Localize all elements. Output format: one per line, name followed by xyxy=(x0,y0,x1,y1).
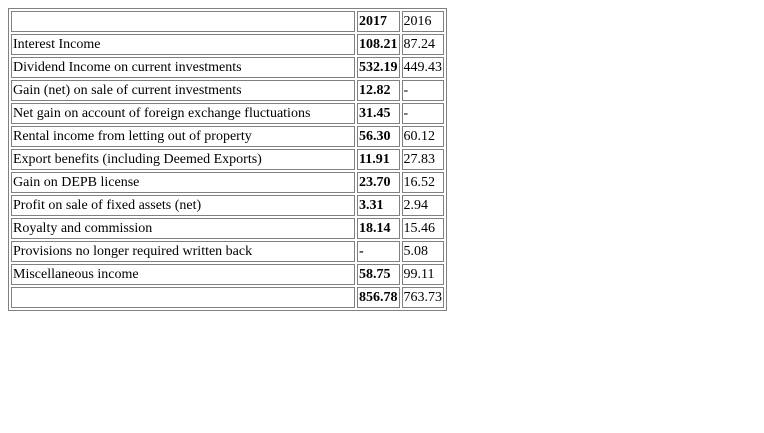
row-2016-value-cell: 87.24 xyxy=(401,34,444,55)
row-description-cell: Royalty and commission xyxy=(11,218,355,239)
row-description-cell: Profit on sale of fixed assets (net) xyxy=(11,195,355,216)
table-row: Export benefits (including Deemed Export… xyxy=(11,149,444,170)
other-income-table: 2017 2016 Interest Income 108.21 87.24 Divi… xyxy=(8,8,447,311)
row-2016-value-cell: 2.94 xyxy=(401,195,444,216)
table-row: Royalty and commission 18.14 15.46 xyxy=(11,218,444,239)
row-description-cell: Interest Income xyxy=(11,34,355,55)
header-2016-cell: 2016 xyxy=(401,11,444,32)
table-row: Net gain on account of foreign exchange … xyxy=(11,103,444,124)
row-description-cell: Gain on DEPB license xyxy=(11,172,355,193)
row-description-cell: Miscellaneous income xyxy=(11,264,355,285)
table-row: Rental income from letting out of proper… xyxy=(11,126,444,147)
table-body: 2017 2016 Interest Income 108.21 87.24 Divi… xyxy=(11,11,444,308)
row-description-cell: Provisions no longer required written ba… xyxy=(11,241,355,262)
header-row: 2017 2016 xyxy=(11,11,444,32)
header-2017-cell: 2017 xyxy=(357,11,400,32)
total-2017-value-cell: 856.78 xyxy=(357,287,400,308)
table-row: Gain on DEPB license 23.70 16.52 xyxy=(11,172,444,193)
table-row: Profit on sale of fixed assets (net) 3.31… xyxy=(11,195,444,216)
row-2016-value-cell: 449.43 xyxy=(401,57,444,78)
row-description-cell: Export benefits (including Deemed Export… xyxy=(11,149,355,170)
table-row: Miscellaneous income 58.75 99.11 xyxy=(11,264,444,285)
row-description-cell: Net gain on account of foreign exchange … xyxy=(11,103,355,124)
header-description-cell xyxy=(11,11,355,32)
row-2016-value-cell: - xyxy=(401,103,444,124)
row-2016-value-cell: 27.83 xyxy=(401,149,444,170)
table-row: Dividend Income on current investments 53… xyxy=(11,57,444,78)
row-2016-value-cell: 99.11 xyxy=(401,264,444,285)
total-row: 856.78 763.73 xyxy=(11,287,444,308)
table-row: Gain (net) on sale of current investment… xyxy=(11,80,444,101)
row-2017-value-cell: - xyxy=(357,241,400,262)
row-2017-value-cell: 56.30 xyxy=(357,126,400,147)
total-2016-value-cell: 763.73 xyxy=(401,287,444,308)
row-2017-value-cell: 23.70 xyxy=(357,172,400,193)
row-description-cell: Rental income from letting out of proper… xyxy=(11,126,355,147)
total-description-cell xyxy=(11,287,355,308)
row-2016-value-cell: 60.12 xyxy=(401,126,444,147)
row-2016-value-cell: - xyxy=(401,80,444,101)
row-2016-value-cell: 15.46 xyxy=(401,218,444,239)
row-2017-value-cell: 532.19 xyxy=(357,57,400,78)
row-description-cell: Dividend Income on current investments xyxy=(11,57,355,78)
row-2017-value-cell: 11.91 xyxy=(357,149,400,170)
table-row: Provisions no longer required written ba… xyxy=(11,241,444,262)
row-2017-value-cell: 108.21 xyxy=(357,34,400,55)
row-2016-value-cell: 16.52 xyxy=(401,172,444,193)
row-2017-value-cell: 58.75 xyxy=(357,264,400,285)
row-2017-value-cell: 12.82 xyxy=(357,80,400,101)
row-2016-value-cell: 5.08 xyxy=(401,241,444,262)
row-2017-value-cell: 31.45 xyxy=(357,103,400,124)
row-description-cell: Gain (net) on sale of current investment… xyxy=(11,80,355,101)
row-2017-value-cell: 3.31 xyxy=(357,195,400,216)
row-2017-value-cell: 18.14 xyxy=(357,218,400,239)
table-row: Interest Income 108.21 87.24 xyxy=(11,34,444,55)
